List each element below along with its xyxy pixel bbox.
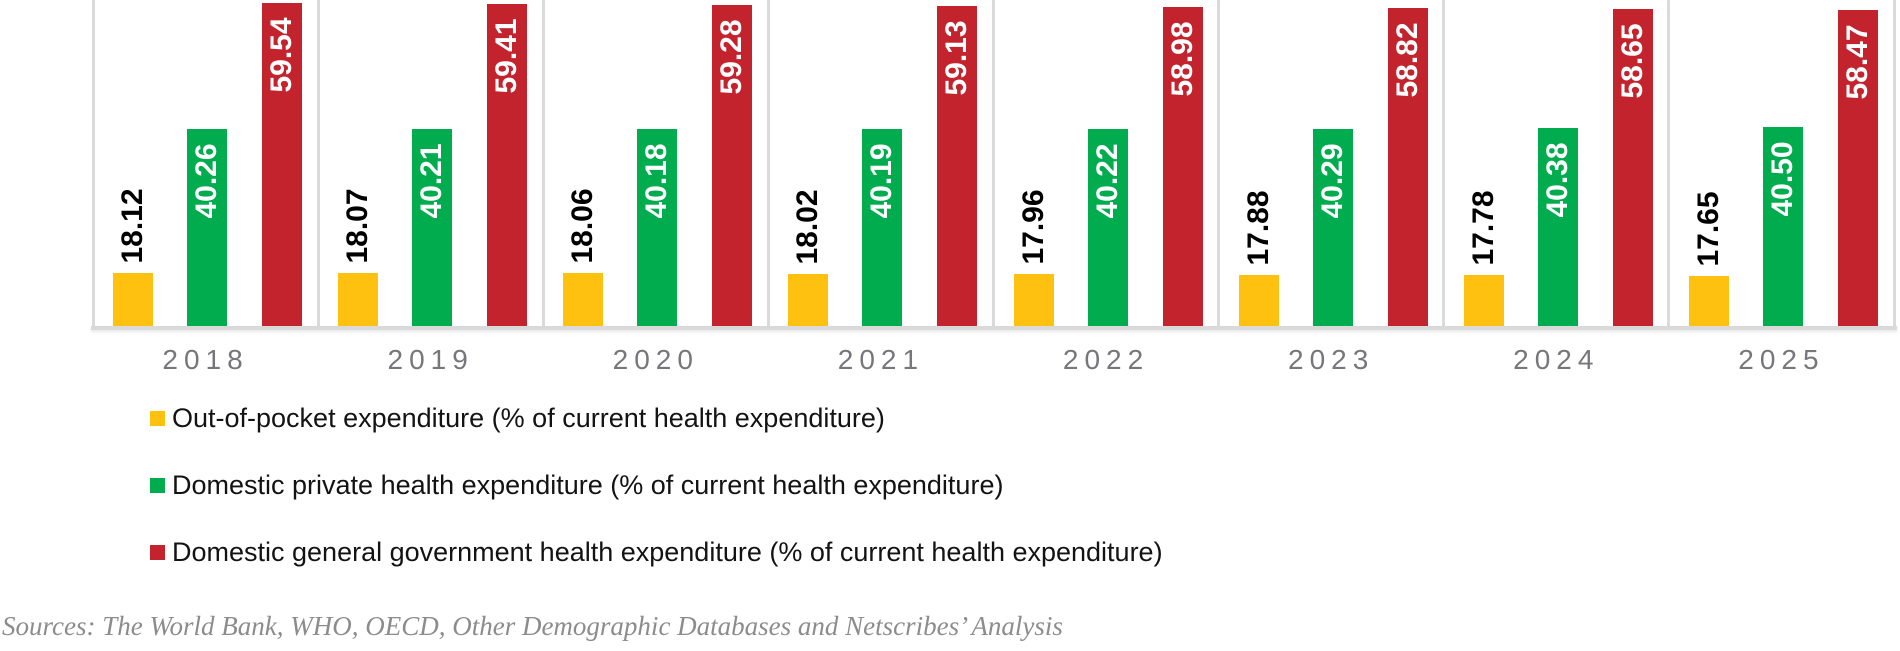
- legend-color-swatch-domestic-private: [150, 477, 165, 493]
- bar-out-of-pocket-2023: [1238, 274, 1279, 326]
- bar-domestic-private-2018: [187, 128, 227, 326]
- bar-domestic-private-2019: [412, 129, 453, 326]
- bar-value-label: 58.65: [1615, 23, 1649, 99]
- panel-divider: [91, 0, 95, 330]
- panel-divider: [766, 0, 770, 330]
- bar-value-label: 59.28: [715, 19, 749, 95]
- panel-divider: [541, 0, 545, 330]
- legend-color-swatch-out-of-pocket: [150, 410, 165, 426]
- bar-domestic-government-2021: [937, 5, 978, 326]
- bar-value-label: 17.78: [1466, 190, 1500, 266]
- legend-item-domestic-government: Domestic general government health expen…: [150, 537, 1163, 567]
- bar-value-label: 40.50: [1765, 141, 1799, 217]
- x-axis-label-2025: 2025: [1738, 344, 1825, 375]
- bar-value-label: 40.22: [1090, 143, 1124, 219]
- bar-value-label: 40.29: [1315, 142, 1349, 219]
- bar-domestic-government-2020: [712, 4, 753, 326]
- bar-value-label: 59.54: [265, 17, 298, 93]
- bar-domestic-government-2025: [1837, 9, 1878, 326]
- bar-out-of-pocket-2025: [1688, 276, 1729, 326]
- x-axis-label-2020: 2020: [612, 344, 699, 375]
- bar-domestic-government-2019: [487, 3, 528, 326]
- bar-value-label: 18.02: [791, 189, 825, 265]
- x-axis-label-2022: 2022: [1062, 344, 1150, 375]
- x-axis-label-2021: 2021: [837, 344, 925, 375]
- bar-domestic-private-2023: [1312, 128, 1353, 326]
- bar-domestic-private-2025: [1762, 127, 1803, 326]
- bar-value-label: 40.38: [1540, 142, 1574, 218]
- legend-item-label: Domestic private health expenditure (% o…: [172, 469, 1004, 500]
- bar-out-of-pocket-2024: [1463, 275, 1504, 326]
- legend-item-domestic-private: Domestic private health expenditure (% o…: [150, 470, 1003, 500]
- bar-value-label: 40.18: [640, 143, 674, 219]
- panel-divider: [1667, 0, 1671, 330]
- sources-note: Sources: The World Bank, WHO, OECD, Othe…: [2, 611, 1063, 641]
- x-axis-label-2024: 2024: [1513, 344, 1600, 375]
- bar-value-label: 18.12: [116, 188, 149, 264]
- bar-value-label: 17.88: [1241, 190, 1275, 266]
- x-axis-label-2023: 2023: [1288, 344, 1375, 375]
- bar-value-label: 18.07: [341, 188, 375, 264]
- bar-out-of-pocket-2022: [1013, 274, 1054, 326]
- panel-divider: [1217, 0, 1221, 330]
- bar-domestic-private-2021: [862, 129, 903, 326]
- panel-divider: [316, 0, 320, 330]
- bar-value-label: 58.47: [1840, 24, 1874, 100]
- bar-value-label: 59.41: [490, 18, 524, 94]
- bar-domestic-government-2018: [262, 2, 302, 326]
- x-axis-line: [91, 326, 1897, 330]
- bar-domestic-private-2024: [1537, 127, 1578, 326]
- x-axis-label-2019: 2019: [387, 344, 474, 375]
- bar-value-label: 17.65: [1691, 191, 1725, 267]
- panel-divider: [1442, 0, 1446, 330]
- bar-value-label: 18.06: [566, 188, 600, 264]
- bar-value-label: 58.98: [1165, 21, 1199, 97]
- bar-domestic-private-2020: [637, 129, 678, 326]
- bar-domestic-private-2022: [1087, 128, 1128, 326]
- bar-value-label: 58.82: [1390, 22, 1424, 98]
- bar-value-label: 40.19: [865, 143, 899, 219]
- bar-value-label: 40.21: [415, 143, 449, 219]
- bar-out-of-pocket-2020: [563, 273, 604, 326]
- bar-out-of-pocket-2021: [788, 273, 829, 326]
- legend-color-swatch-domestic-government: [150, 544, 165, 560]
- bar-domestic-government-2024: [1612, 8, 1653, 326]
- bar-value-label: 40.26: [190, 143, 223, 219]
- bar-value-label: 59.13: [940, 20, 974, 96]
- panel-divider: [1892, 0, 1896, 330]
- panel-divider: [992, 0, 995, 330]
- legend-item-label: Out-of-pocket expenditure (% of current …: [172, 402, 885, 433]
- bar-out-of-pocket-2018: [113, 273, 153, 326]
- legend-item-out-of-pocket: Out-of-pocket expenditure (% of current …: [150, 403, 885, 433]
- bar-out-of-pocket-2019: [338, 273, 379, 326]
- x-axis-label-2018: 2018: [162, 344, 249, 375]
- bar-domestic-government-2023: [1387, 7, 1428, 326]
- legend-item-label: Domestic general government health expen…: [172, 536, 1163, 567]
- bar-domestic-government-2022: [1162, 6, 1203, 326]
- bar-value-label: 17.96: [1016, 189, 1050, 265]
